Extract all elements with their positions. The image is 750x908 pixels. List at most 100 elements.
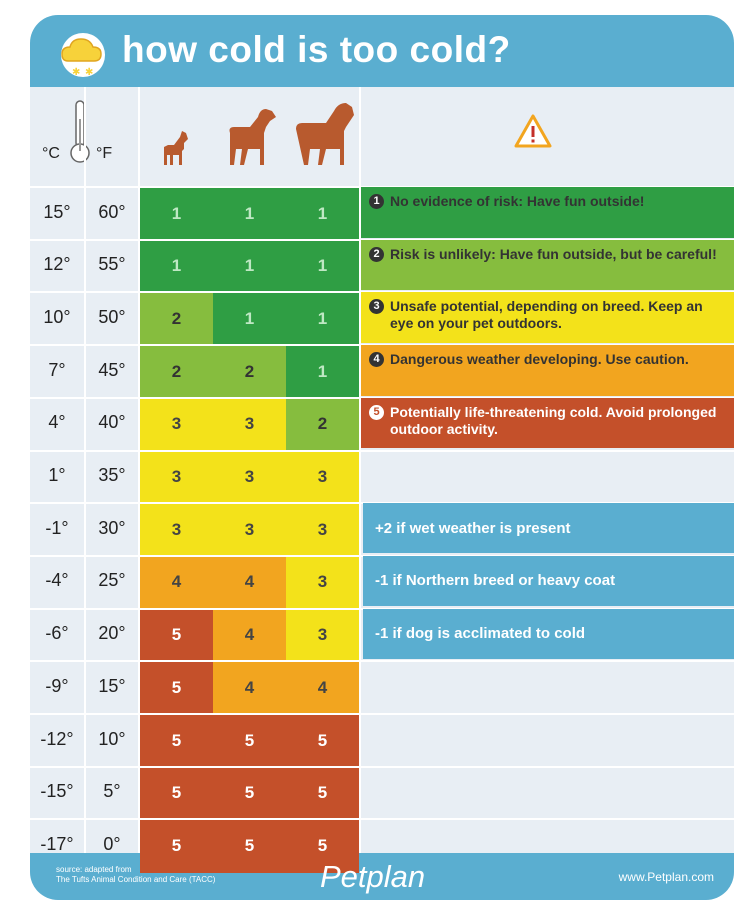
fahrenheit-value: 60° — [98, 201, 126, 222]
celsius-value: 12° — [43, 254, 71, 275]
fahrenheit-value: 5° — [103, 781, 121, 802]
fahrenheit-value: 0° — [103, 833, 121, 854]
risk-cell: 3 — [140, 503, 213, 557]
svg-text:✱: ✱ — [72, 67, 80, 78]
legend-text: Potentially life-threatening cold. Avoid… — [390, 403, 717, 437]
risk-cell: 5 — [140, 819, 213, 873]
risk-cell: 5 — [140, 714, 213, 768]
fahrenheit-value: 35° — [98, 465, 126, 485]
risk-cell: 5 — [286, 714, 359, 768]
brand-logo: Petplan — [320, 859, 426, 894]
risk-cell: 5 — [286, 819, 359, 873]
risk-cell: 4 — [140, 555, 213, 610]
risk-cell: 3 — [140, 397, 213, 451]
legend-text: Dangerous weather developing. Use cautio… — [390, 351, 689, 368]
celsius-value: -1° — [45, 517, 69, 538]
table-row: -12° 10° 5 5 5 — [30, 714, 734, 768]
risk-cell: 3 — [286, 555, 359, 610]
website-link[interactable]: www.Petplan.com — [618, 870, 714, 884]
column-divider — [84, 87, 86, 853]
legend-text: No evidence of risk: Have fun outside! — [390, 193, 645, 209]
legend-number-badge: 2 — [369, 246, 384, 262]
celsius-value: 10° — [43, 306, 71, 327]
risk-cell: 3 — [213, 450, 286, 504]
table-row: 12° 55° 1 1 1 — [30, 239, 734, 293]
fahrenheit-value: 50° — [98, 306, 126, 327]
infographic-card: ✱ ✱ how cold is too cold? °C °F — [30, 15, 734, 900]
celsius-value: -15° — [40, 781, 74, 802]
row-divider — [30, 449, 734, 452]
fahrenheit-value: 20° — [98, 623, 126, 644]
table-row: 1° 35° 3 3 3 — [30, 450, 734, 504]
celsius-value: -9° — [45, 675, 69, 696]
header: ✱ ✱ how cold is too cold? — [30, 15, 734, 87]
table-row: -6° 20° 5 4 3 — [30, 608, 734, 662]
risk-cell: 5 — [213, 714, 286, 768]
source-line-1: source: adapted from — [56, 865, 132, 874]
source-note: source: adapted from The Tufts Animal Co… — [56, 865, 215, 885]
risk-cell: 3 — [140, 450, 213, 504]
modifier-note: -1 if dog is acclimated to cold — [363, 608, 734, 659]
risk-cell: 1 — [140, 239, 213, 293]
legend-item-4: 4 Dangerous weather developing. Use cauti… — [361, 345, 734, 396]
fahrenheit-value: 10° — [98, 728, 126, 749]
table-row: -9° 15° 5 4 4 — [30, 661, 734, 715]
table-row: 7° 45° 2 2 1 — [30, 345, 734, 399]
risk-cell: 1 — [213, 292, 286, 346]
warning-icon — [514, 114, 552, 148]
risk-cell: 5 — [140, 608, 213, 662]
modifier-note: +2 if wet weather is present — [363, 503, 734, 554]
thermometer-icon — [70, 100, 90, 163]
table-row: 10° 50° 2 1 1 — [30, 292, 734, 346]
fahrenheit-label: °F — [96, 145, 113, 162]
risk-cell: 1 — [286, 239, 359, 293]
celsius-value: -12° — [40, 728, 74, 749]
risk-cell: 2 — [140, 345, 213, 399]
row-divider — [30, 765, 734, 768]
row-divider — [30, 818, 734, 821]
legend-number-badge: 4 — [369, 352, 384, 368]
table-row: -4° 25° 4 4 3 — [30, 555, 734, 610]
table-row: -17° 0° 5 5 5 — [30, 819, 734, 873]
risk-cell: 4 — [213, 555, 286, 610]
risk-cell: 1 — [286, 187, 359, 241]
risk-cell: 3 — [213, 503, 286, 557]
svg-text:✱: ✱ — [85, 67, 93, 78]
cloud-snow-icon: ✱ ✱ — [61, 33, 105, 78]
table-row: 15° 60° 1 1 1 — [30, 187, 734, 241]
risk-cell: 1 — [213, 187, 286, 241]
risk-cell: 1 — [286, 345, 359, 399]
risk-cell: 2 — [213, 345, 286, 399]
risk-cell: 3 — [286, 503, 359, 557]
medium-dog-icon — [229, 109, 276, 165]
fahrenheit-value: 55° — [98, 254, 126, 275]
risk-cell: 1 — [213, 239, 286, 293]
risk-cell: 4 — [213, 608, 286, 662]
celsius-value: -4° — [45, 570, 69, 591]
legend-item-5: 5 Potentially life-threatening cold. Avoi… — [361, 397, 734, 449]
modifier-note: -1 if Northern breed or heavy coat — [363, 555, 734, 606]
celsius-value: -17° — [40, 833, 74, 854]
units-header: °C °F — [30, 87, 734, 187]
page-title: how cold is too cold? — [122, 29, 511, 70]
fahrenheit-value: 15° — [98, 675, 126, 696]
legend-number-badge: 3 — [369, 299, 384, 315]
small-dog-icon — [164, 131, 188, 165]
risk-cell: 5 — [213, 766, 286, 820]
risk-cell: 3 — [213, 397, 286, 451]
risk-cell: 2 — [286, 397, 359, 451]
risk-cell: 5 — [213, 819, 286, 873]
legend-item-3: 3 Unsafe potential, depending on breed. K… — [361, 292, 734, 344]
risk-cell: 4 — [286, 661, 359, 715]
risk-cell: 1 — [140, 187, 213, 241]
table-row: -15° 5° 5 5 5 — [30, 766, 734, 820]
celsius-label: °C — [42, 145, 60, 162]
legend-number-badge: 5 — [369, 404, 384, 420]
table-row: 4° 40° 3 3 2 — [30, 397, 734, 451]
risk-cell: 1 — [286, 292, 359, 346]
column-divider — [359, 87, 361, 853]
risk-cell: 5 — [140, 661, 213, 715]
legend-item-2: 2 Risk is unlikely: Have fun outside, but… — [361, 239, 734, 291]
column-divider — [138, 87, 140, 853]
chart-panel: °C °F 15° 60° 1 1 1 12° 55° 1 1 1 10 — [30, 87, 734, 873]
